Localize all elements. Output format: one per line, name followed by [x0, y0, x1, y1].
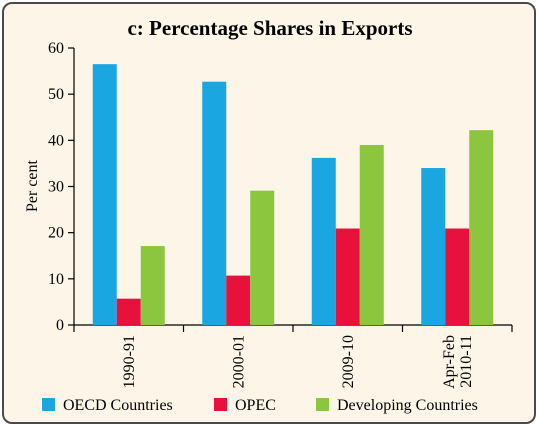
chart-title: c: Percentage Shares in Exports [127, 16, 413, 40]
bar [445, 228, 470, 325]
bar [359, 144, 384, 325]
x-tick-label: 1990-91 [121, 335, 138, 388]
bar [140, 246, 165, 325]
bar [92, 64, 117, 326]
x-tick-label: Apr-Feb [441, 335, 458, 389]
bar [335, 228, 360, 325]
bar [421, 168, 446, 325]
y-tick-label: 50 [48, 86, 64, 103]
y-tick-label: 10 [48, 271, 64, 288]
bar [226, 275, 251, 325]
legend-swatch [42, 398, 55, 411]
legend-swatch [214, 398, 227, 411]
bar [311, 157, 336, 325]
bar [116, 298, 141, 325]
y-axis-title: Per cent [24, 159, 41, 212]
y-tick-label: 60 [48, 40, 64, 57]
legend-swatch [316, 398, 329, 411]
x-tick-label: 2000-01 [230, 335, 247, 388]
x-tick-label: 2009-10 [340, 335, 357, 388]
legend-label: Developing Countries [337, 397, 478, 414]
x-tick-label: 2010-11 [458, 335, 475, 388]
y-tick-label: 40 [48, 132, 64, 149]
y-tick-label: 0 [56, 317, 64, 334]
y-tick-label: 20 [48, 225, 64, 242]
legend-label: OECD Countries [63, 397, 173, 414]
legend-label: OPEC [235, 397, 276, 414]
y-tick-label: 30 [48, 179, 64, 196]
bar [202, 81, 227, 326]
bar [250, 190, 275, 325]
bar [469, 130, 494, 325]
